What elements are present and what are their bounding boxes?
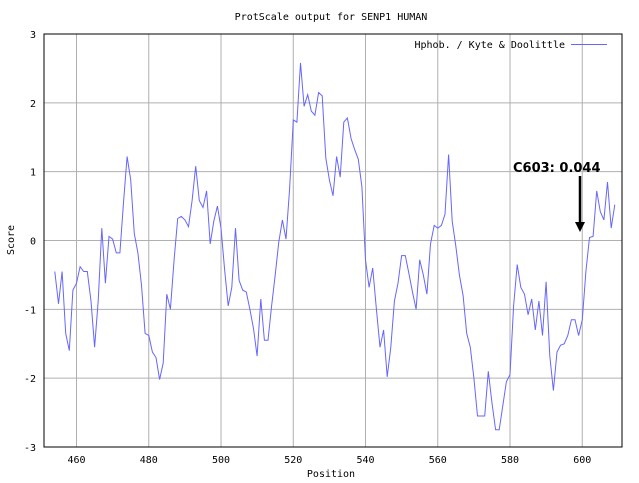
x-tick-label: 560 (429, 455, 447, 466)
horizontal-grid (44, 102, 622, 379)
x-axis-label: Position (307, 469, 355, 480)
x-tick-labels: 460 480 500 520 540 560 580 600 (67, 455, 591, 466)
chart-title: ProtScale output for SENP1 HUMAN (235, 12, 428, 23)
x-tick-label: 520 (284, 455, 302, 466)
annotation-arrow (575, 176, 585, 232)
y-tick-labels: -3 -2 -1 0 1 2 3 (24, 30, 36, 454)
x-tick-label: 600 (573, 455, 591, 466)
y-tick-label: -1 (24, 305, 36, 316)
x-tick-label: 540 (356, 455, 374, 466)
x-tick-label: 500 (212, 455, 230, 466)
legend-label: Hphob. / Kyte & Doolittle (414, 40, 565, 51)
y-tick-label: 2 (30, 99, 36, 110)
annotation-label: C603: 0.044 (513, 161, 601, 176)
x-tick-label: 580 (501, 455, 519, 466)
y-tick-label: 1 (30, 168, 36, 179)
y-tick-label: 3 (30, 30, 36, 41)
y-axis-label: Score (6, 225, 17, 255)
y-tick-label: 0 (30, 237, 36, 248)
x-tick-label: 460 (67, 455, 85, 466)
plot-frame (43, 33, 623, 448)
y-tick-label: -3 (24, 443, 36, 454)
y-tick-label: -2 (24, 374, 36, 385)
x-tick-label: 480 (140, 455, 158, 466)
series-line (54, 62, 616, 431)
